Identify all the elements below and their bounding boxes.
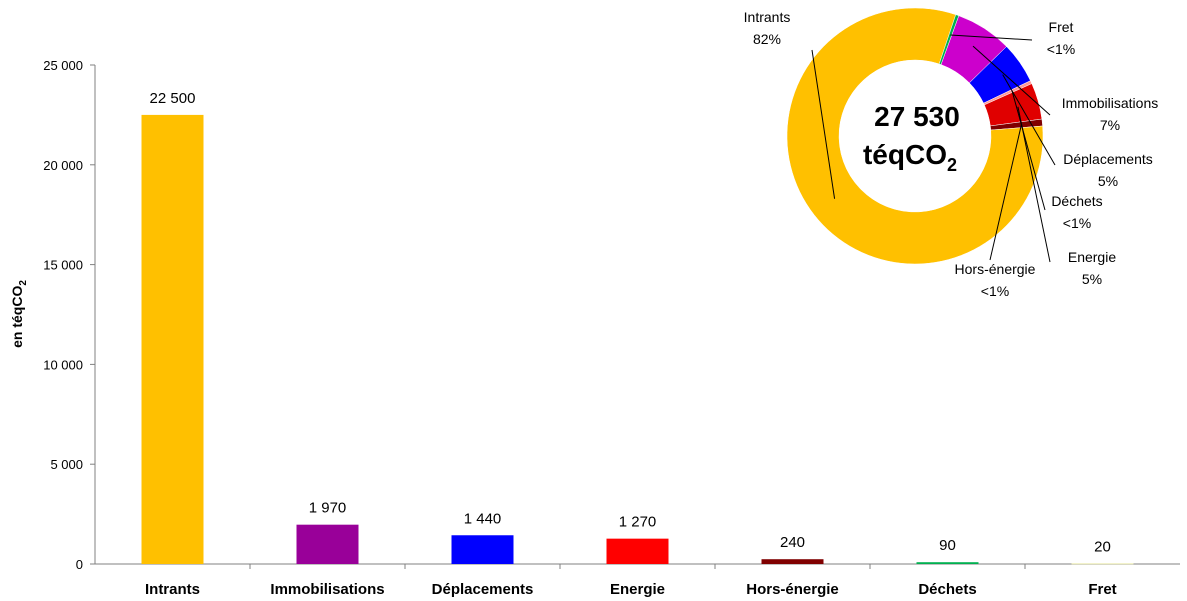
y-tick-label: 5 000 bbox=[50, 457, 83, 472]
donut-slice-percent: 82% bbox=[753, 31, 781, 47]
donut-slice-name: Déchets bbox=[1051, 193, 1102, 209]
donut-leader-line bbox=[1011, 90, 1046, 211]
bar-hors-énergie bbox=[761, 559, 824, 564]
donut-slice-name: Hors-énergie bbox=[955, 261, 1036, 277]
donut-slice-percent: 7% bbox=[1100, 117, 1120, 133]
bar-value-label: 1 270 bbox=[619, 514, 657, 531]
bar-energie bbox=[606, 538, 669, 564]
x-category-label: Immobilisations bbox=[270, 581, 384, 598]
x-category-label: Fret bbox=[1088, 581, 1116, 598]
bar-déplacements bbox=[451, 535, 514, 564]
donut-chart: 27 530 téqCO2 Intrants 82% Immobilisations… bbox=[730, 0, 1187, 305]
bar-intrants bbox=[141, 114, 204, 565]
donut-slice-name: Fret bbox=[1049, 19, 1074, 35]
y-tick-label: 25 000 bbox=[43, 58, 83, 73]
bar-immobilisations bbox=[296, 524, 359, 564]
bar-fret bbox=[1071, 563, 1134, 565]
donut-slice-name: Déplacements bbox=[1063, 151, 1153, 167]
donut-center-total: 27 530 bbox=[874, 101, 960, 132]
donut-slice-name: Immobilisations bbox=[1062, 95, 1158, 111]
donut-center-unit-subscript: 2 bbox=[947, 155, 957, 175]
y-tick-label: 0 bbox=[76, 557, 83, 572]
x-category-label: Hors-énergie bbox=[746, 581, 839, 598]
bar-value-label: 240 bbox=[780, 534, 805, 551]
donut-labels: Intrants 82% Immobilisations 7% Déplacements… bbox=[744, 9, 1159, 299]
x-category-label: Energie bbox=[610, 581, 665, 598]
donut-slice-name: Energie bbox=[1068, 249, 1116, 265]
donut-leader-line bbox=[950, 34, 1033, 41]
y-axis-label-text: en téqCO bbox=[9, 286, 25, 348]
donut-leader-line bbox=[972, 45, 1051, 116]
bar-value-label: 1 440 bbox=[464, 510, 502, 527]
donut-slices bbox=[786, 7, 1044, 265]
x-categories: Intrants Immobilisations Déplacements Energ… bbox=[145, 564, 1117, 598]
y-axis-label-subscript: 2 bbox=[18, 280, 29, 286]
donut-slice-name: Intrants bbox=[744, 9, 791, 25]
y-tick-label: 10 000 bbox=[43, 357, 83, 372]
donut-slice-percent: <1% bbox=[1063, 215, 1091, 231]
y-axis-label: en téqCO2 bbox=[9, 280, 29, 348]
bar-déchets bbox=[916, 562, 979, 564]
donut-slice-percent: 5% bbox=[1098, 173, 1118, 189]
donut-leader-line bbox=[1017, 106, 1051, 263]
bar-value-label: 1 970 bbox=[309, 500, 347, 517]
donut-leader-line bbox=[989, 124, 1022, 261]
bar-chart: 0 5 000 10 000 15 000 20 000 25 000 22 500 1 9… bbox=[9, 58, 1180, 598]
x-category-label: Déchets bbox=[918, 581, 976, 598]
bar-value-label: 20 bbox=[1094, 539, 1111, 556]
y-ticks: 0 5 000 10 000 15 000 20 000 25 000 bbox=[43, 58, 95, 572]
bars: 22 500 1 970 1 440 1 270 240 90 20 bbox=[141, 90, 1134, 565]
x-category-label: Déplacements bbox=[432, 581, 534, 598]
donut-center-unit-text: téqCO bbox=[863, 139, 947, 170]
donut-center-unit: téqCO2 bbox=[863, 139, 957, 175]
y-tick-label: 20 000 bbox=[43, 158, 83, 173]
bar-value-label: 22 500 bbox=[150, 90, 196, 107]
donut-slice-intrants bbox=[786, 7, 1044, 265]
donut-leader-line bbox=[1002, 74, 1056, 166]
donut-leader-line bbox=[811, 49, 836, 199]
bar-value-label: 90 bbox=[939, 537, 956, 554]
donut-slice-percent: <1% bbox=[1047, 41, 1075, 57]
donut-slice-percent: 5% bbox=[1082, 271, 1102, 287]
x-category-label: Intrants bbox=[145, 581, 200, 598]
donut-slice-fret bbox=[938, 14, 960, 65]
y-tick-label: 15 000 bbox=[43, 258, 83, 273]
donut-slice-percent: <1% bbox=[981, 283, 1009, 299]
